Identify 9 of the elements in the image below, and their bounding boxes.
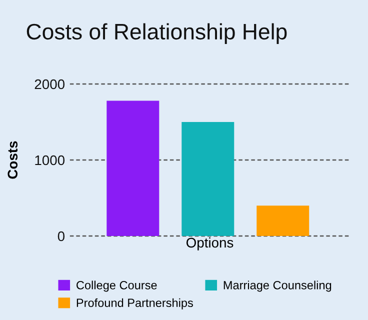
x-axis-title: Options bbox=[186, 237, 234, 250]
legend-label: Profound Partnerships bbox=[76, 298, 193, 310]
y-tick-label: 2000 bbox=[34, 79, 65, 90]
chart-title: Costs of Relationship Help bbox=[26, 23, 287, 44]
y-axis-title: Costs bbox=[8, 141, 18, 179]
legend-label: Marriage Counseling bbox=[224, 280, 332, 292]
y-tick-label: 1000 bbox=[35, 155, 65, 166]
y-tick-label: 0 bbox=[58, 231, 65, 242]
legend-label: College Course bbox=[76, 280, 157, 292]
